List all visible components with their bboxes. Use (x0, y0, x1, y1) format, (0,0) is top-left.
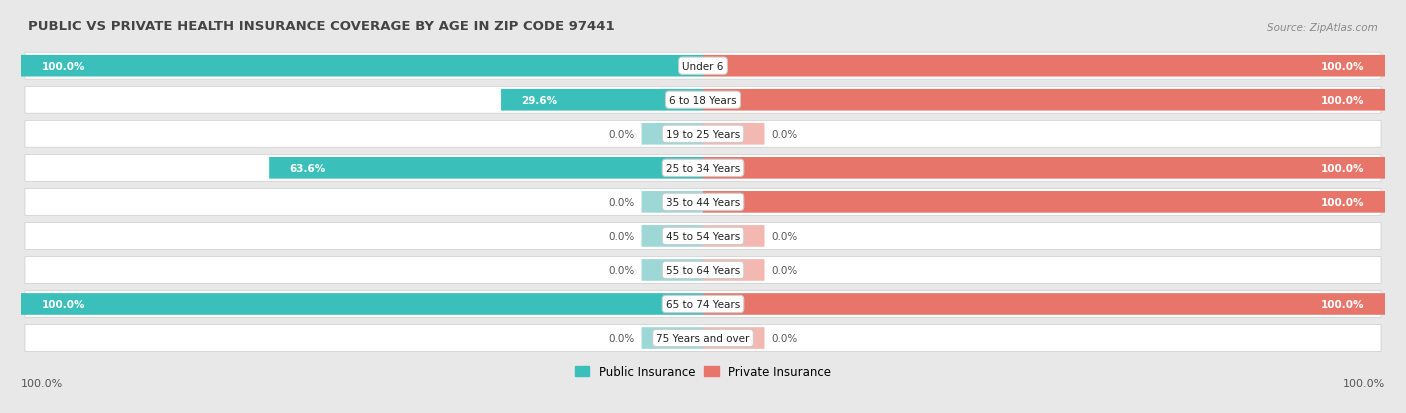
FancyBboxPatch shape (269, 158, 703, 179)
Text: 25 to 34 Years: 25 to 34 Years (666, 164, 740, 173)
FancyBboxPatch shape (25, 257, 1381, 284)
Text: 0.0%: 0.0% (772, 231, 797, 241)
Text: 0.0%: 0.0% (609, 265, 636, 275)
FancyBboxPatch shape (641, 192, 703, 213)
Text: 100.0%: 100.0% (1322, 62, 1364, 71)
FancyBboxPatch shape (703, 259, 765, 281)
Text: 55 to 64 Years: 55 to 64 Years (666, 265, 740, 275)
FancyBboxPatch shape (21, 294, 703, 315)
Text: 75 Years and over: 75 Years and over (657, 333, 749, 343)
FancyBboxPatch shape (641, 259, 703, 281)
Text: 63.6%: 63.6% (290, 164, 326, 173)
FancyBboxPatch shape (25, 189, 1381, 216)
FancyBboxPatch shape (703, 158, 1385, 179)
FancyBboxPatch shape (641, 123, 703, 145)
FancyBboxPatch shape (25, 155, 1381, 182)
FancyBboxPatch shape (703, 328, 765, 349)
Text: 65 to 74 Years: 65 to 74 Years (666, 299, 740, 309)
FancyBboxPatch shape (501, 90, 703, 111)
FancyBboxPatch shape (25, 291, 1381, 318)
FancyBboxPatch shape (641, 225, 703, 247)
FancyBboxPatch shape (25, 87, 1381, 114)
FancyBboxPatch shape (703, 294, 1385, 315)
FancyBboxPatch shape (703, 90, 1385, 111)
Text: 6 to 18 Years: 6 to 18 Years (669, 95, 737, 105)
Text: 0.0%: 0.0% (772, 129, 797, 140)
Text: 45 to 54 Years: 45 to 54 Years (666, 231, 740, 241)
Text: Under 6: Under 6 (682, 62, 724, 71)
Text: 100.0%: 100.0% (1322, 95, 1364, 105)
FancyBboxPatch shape (25, 325, 1381, 351)
Text: 100.0%: 100.0% (21, 378, 63, 388)
Text: 0.0%: 0.0% (772, 265, 797, 275)
FancyBboxPatch shape (21, 56, 703, 77)
FancyBboxPatch shape (703, 56, 1385, 77)
Text: 100.0%: 100.0% (1322, 197, 1364, 207)
Text: 19 to 25 Years: 19 to 25 Years (666, 129, 740, 140)
Text: 0.0%: 0.0% (609, 231, 636, 241)
Text: 35 to 44 Years: 35 to 44 Years (666, 197, 740, 207)
Text: 100.0%: 100.0% (42, 299, 84, 309)
Legend: Public Insurance, Private Insurance: Public Insurance, Private Insurance (571, 361, 835, 383)
Text: 0.0%: 0.0% (609, 333, 636, 343)
FancyBboxPatch shape (25, 121, 1381, 148)
Text: Source: ZipAtlas.com: Source: ZipAtlas.com (1267, 23, 1378, 33)
Text: 0.0%: 0.0% (609, 197, 636, 207)
FancyBboxPatch shape (25, 53, 1381, 80)
Text: 100.0%: 100.0% (1322, 164, 1364, 173)
Text: 100.0%: 100.0% (1343, 378, 1385, 388)
FancyBboxPatch shape (703, 225, 765, 247)
Text: 29.6%: 29.6% (522, 95, 558, 105)
Text: 0.0%: 0.0% (772, 333, 797, 343)
FancyBboxPatch shape (641, 328, 703, 349)
FancyBboxPatch shape (25, 223, 1381, 250)
Text: 0.0%: 0.0% (609, 129, 636, 140)
Text: 100.0%: 100.0% (1322, 299, 1364, 309)
FancyBboxPatch shape (703, 123, 765, 145)
FancyBboxPatch shape (703, 192, 1385, 213)
Text: 100.0%: 100.0% (42, 62, 84, 71)
Text: PUBLIC VS PRIVATE HEALTH INSURANCE COVERAGE BY AGE IN ZIP CODE 97441: PUBLIC VS PRIVATE HEALTH INSURANCE COVER… (28, 20, 614, 33)
